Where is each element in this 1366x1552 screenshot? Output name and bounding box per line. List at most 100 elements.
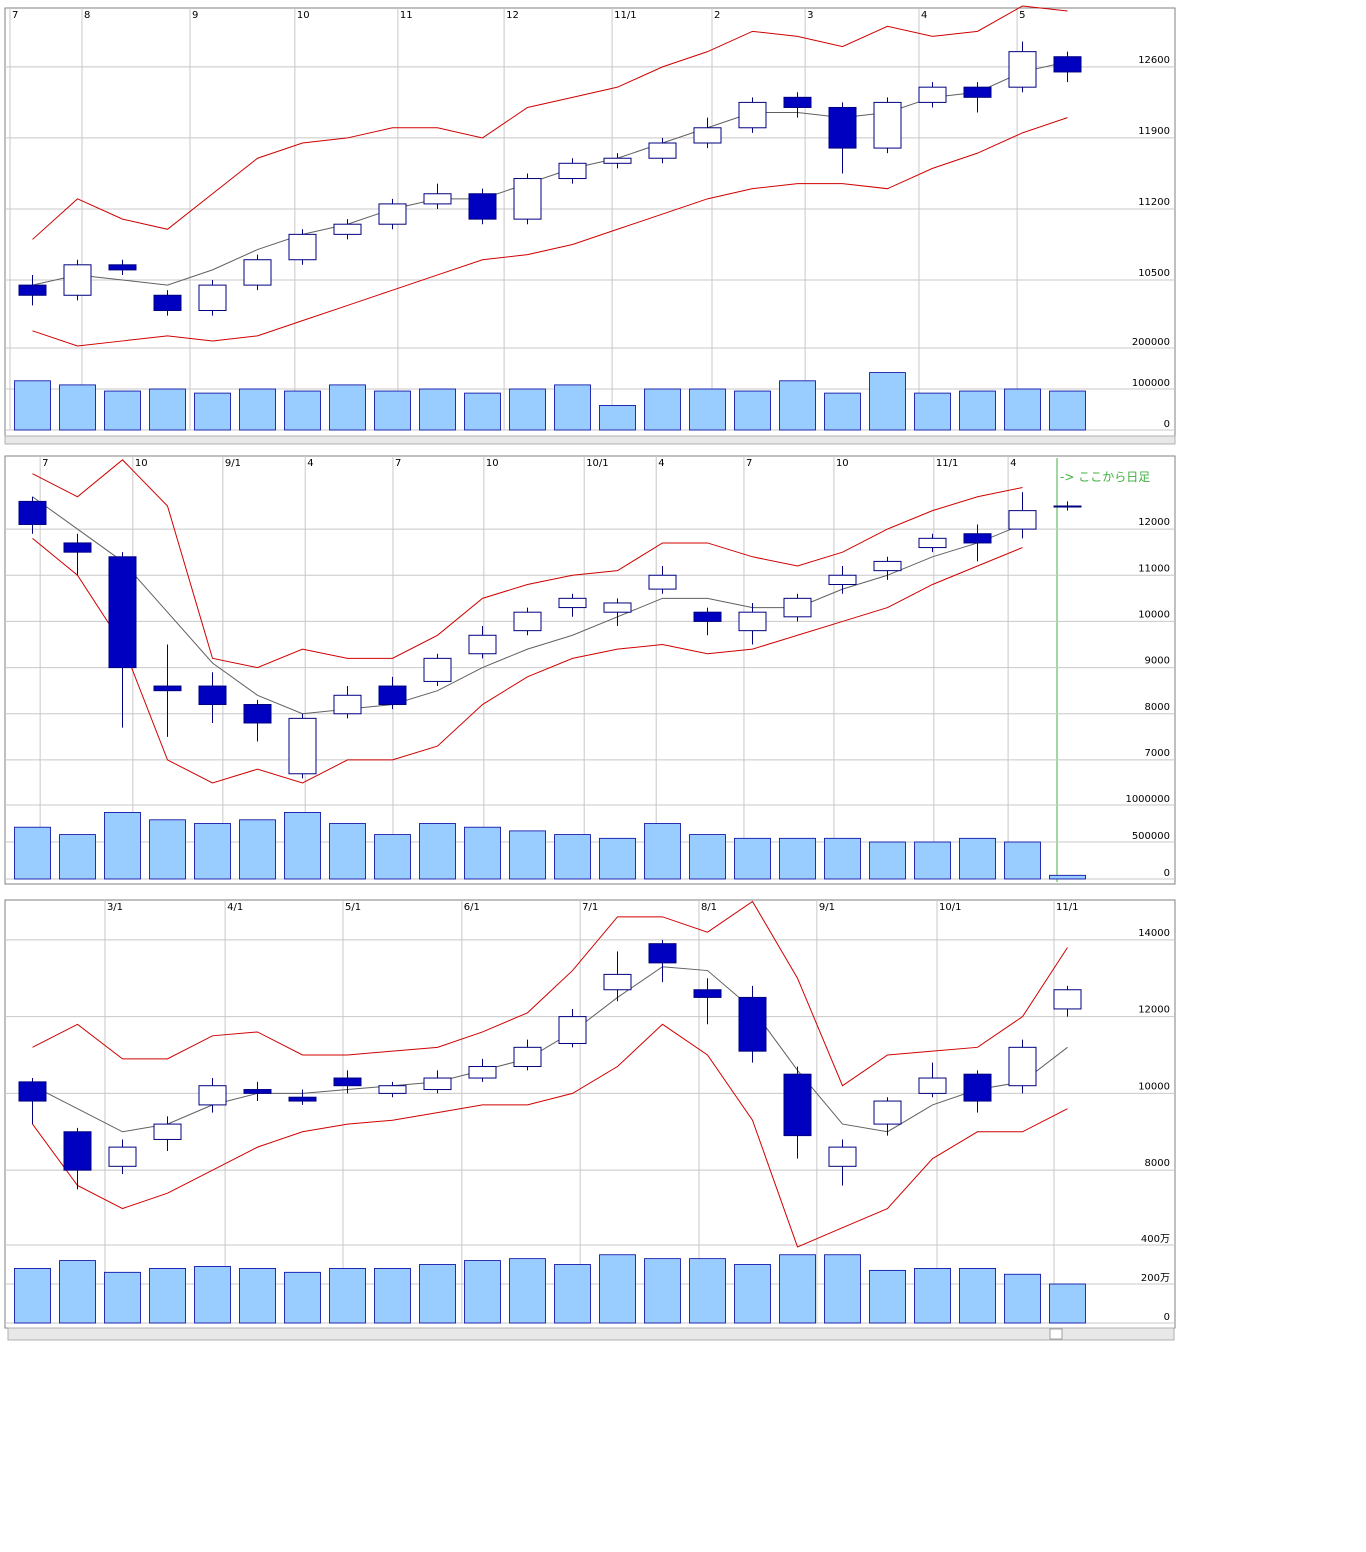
- volume-bar: [239, 819, 276, 880]
- x-tick-label: 4: [921, 10, 927, 21]
- x-tick-label: 5/1: [345, 902, 361, 913]
- x-tick-label: 7: [42, 458, 48, 469]
- volume-bar: [104, 390, 141, 431]
- x-tick-label: 2: [714, 10, 720, 21]
- candle-body: [333, 694, 362, 715]
- volume-bar: [149, 819, 186, 880]
- x-tick-label: 7: [395, 458, 401, 469]
- band-line: [32, 496, 1023, 715]
- x-tick-label: 7/1: [582, 902, 598, 913]
- volume-bar: [734, 1264, 771, 1324]
- y-tick-label: 12000: [1138, 1005, 1170, 1016]
- x-tick-label: 12: [506, 10, 519, 21]
- volume-bar: [239, 1268, 276, 1324]
- volume-bar: [374, 1268, 411, 1324]
- volume-bar: [734, 837, 771, 880]
- volume-bar: [374, 390, 411, 431]
- x-tick-label: 9/1: [225, 458, 241, 469]
- scrollbar[interactable]: [4, 435, 1176, 445]
- candle-body: [468, 1066, 497, 1079]
- x-tick-label: 10: [486, 458, 499, 469]
- candle-body: [603, 602, 632, 613]
- volume-bar: [194, 392, 231, 431]
- x-tick-label: 7: [12, 10, 18, 21]
- candle-body: [603, 157, 632, 164]
- volume-bar: [554, 834, 591, 880]
- candle-body: [108, 1146, 137, 1167]
- candle-body: [513, 611, 542, 632]
- candle-body: [198, 284, 227, 311]
- volume-bar: [1049, 390, 1086, 431]
- volume-bar: [419, 823, 456, 880]
- y-tick-label: 11000: [1138, 563, 1170, 574]
- scroll-thumb[interactable]: [1049, 1328, 1063, 1340]
- candle-body: [198, 1085, 227, 1106]
- candle-body: [108, 556, 137, 669]
- volume-tick-label: 100000: [1132, 378, 1170, 389]
- band-line: [32, 459, 1023, 669]
- volume-bar: [734, 390, 771, 431]
- volume-bar: [869, 841, 906, 880]
- candle-body: [828, 106, 857, 149]
- volume-tick-label: 0: [1164, 1312, 1170, 1323]
- volume-bar: [464, 826, 501, 880]
- y-tick-label: 11200: [1138, 197, 1170, 208]
- candle-body: [558, 597, 587, 609]
- candle-body: [1053, 56, 1082, 73]
- band-line: [32, 1023, 1068, 1248]
- x-tick-label: 6/1: [464, 902, 480, 913]
- volume-bar: [959, 837, 996, 880]
- volume-bar: [59, 1260, 96, 1324]
- candle-body: [423, 657, 452, 682]
- candle-body: [468, 193, 497, 220]
- volume-bar: [959, 1268, 996, 1324]
- candle-body: [558, 1016, 587, 1044]
- x-tick-label: 4/1: [227, 902, 243, 913]
- candle-body: [108, 264, 137, 271]
- scrollbar[interactable]: [7, 1327, 1175, 1341]
- volume-bar: [1049, 874, 1086, 880]
- volume-bar: [284, 390, 321, 431]
- y-tick-label: 8000: [1145, 702, 1170, 713]
- x-tick-label: 3: [807, 10, 813, 21]
- candle-body: [918, 537, 947, 549]
- candle-body: [288, 717, 317, 775]
- volume-tick-label: 500000: [1132, 831, 1170, 842]
- candle-body: [918, 86, 947, 103]
- x-tick-label: 10: [836, 458, 849, 469]
- volume-bar: [1004, 388, 1041, 431]
- volume-bar: [959, 390, 996, 431]
- volume-bar: [59, 384, 96, 431]
- volume-bar: [599, 837, 636, 880]
- band-line: [32, 900, 1068, 1087]
- candle-body: [153, 294, 182, 311]
- volume-bar: [419, 1264, 456, 1324]
- volume-bar: [554, 384, 591, 431]
- x-tick-label: 10: [297, 10, 310, 21]
- candle-body: [1008, 51, 1037, 88]
- volume-bar: [644, 823, 681, 880]
- candle-body: [378, 1085, 407, 1094]
- candle-body: [1053, 989, 1082, 1010]
- volume-bar: [194, 1266, 231, 1324]
- x-tick-label: 8: [84, 10, 90, 21]
- band-line: [32, 966, 1068, 1133]
- volume-bar: [149, 1268, 186, 1324]
- y-tick-label: 10500: [1138, 268, 1170, 279]
- candle-body: [828, 574, 857, 585]
- volume-bar: [464, 1260, 501, 1324]
- x-tick-label: 4: [307, 458, 313, 469]
- candle-body: [648, 574, 677, 590]
- volume-bar: [644, 1258, 681, 1324]
- volume-bar: [689, 834, 726, 880]
- volume-bar: [329, 384, 366, 431]
- x-tick-label: 11/1: [614, 10, 636, 21]
- candle-body: [783, 96, 812, 108]
- volume-bar: [509, 388, 546, 431]
- y-tick-label: 14000: [1138, 928, 1170, 939]
- y-tick-label: 8000: [1145, 1158, 1170, 1169]
- volume-bar: [194, 823, 231, 880]
- x-tick-label: 11: [400, 10, 413, 21]
- candle-body: [873, 1100, 902, 1125]
